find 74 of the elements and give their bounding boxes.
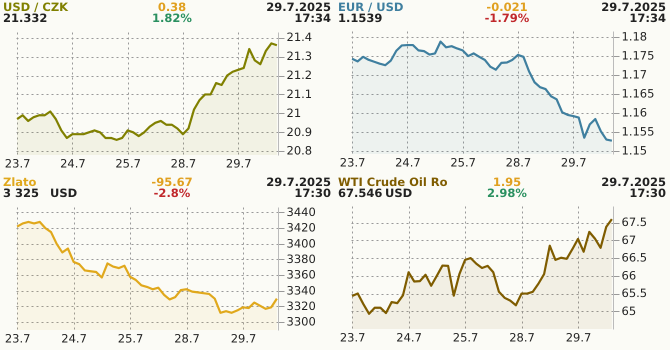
y-tick-label: 66.5 bbox=[622, 250, 648, 265]
text: 17:30 bbox=[629, 186, 666, 200]
x-tick-label: 28.7 bbox=[506, 156, 532, 170]
x-tick-label: 29.7 bbox=[566, 330, 592, 344]
text: -1.79% bbox=[484, 11, 530, 25]
text: USD bbox=[50, 186, 78, 200]
x-tick-label: 23.7 bbox=[4, 156, 30, 170]
x-tick-label: 28.7 bbox=[170, 156, 196, 170]
y-tick-label: 3440 bbox=[286, 204, 316, 219]
x-tick-label: 24.7 bbox=[396, 330, 422, 344]
y-tick-label: 3400 bbox=[286, 236, 316, 250]
text: 1.95 bbox=[492, 175, 522, 189]
chart-title: WTI Crude Oil Ro bbox=[338, 175, 448, 189]
x-tick-label: 29.7 bbox=[230, 332, 256, 346]
chart-title: Zlato bbox=[3, 175, 36, 189]
y-tick-label: 65 bbox=[622, 304, 636, 318]
text: 21.332 bbox=[3, 11, 48, 25]
y-tick-label: 1.155 bbox=[622, 124, 654, 138]
text: 29.7.2025 bbox=[601, 0, 666, 14]
x-tick-label: 25.7 bbox=[115, 156, 141, 170]
x-tick-label: 24.7 bbox=[60, 156, 86, 170]
text: 17:30 bbox=[294, 186, 331, 200]
y-tick-label: 3340 bbox=[286, 283, 316, 298]
text: 29.7.2025 bbox=[601, 175, 666, 189]
y-tick-label: 67 bbox=[622, 232, 636, 247]
y-tick-label: 66 bbox=[622, 268, 636, 282]
y-tick-label: 1.18 bbox=[622, 30, 648, 44]
y-tick-label: 3300 bbox=[286, 314, 316, 329]
y-tick-label: 67.5 bbox=[622, 215, 648, 230]
text: 0.38 bbox=[158, 0, 186, 14]
y-tick-label: 3360 bbox=[286, 268, 316, 282]
text: 3 325 bbox=[3, 186, 40, 200]
y-tick-label: 3320 bbox=[286, 298, 316, 313]
chart-title: USD / CZK bbox=[3, 0, 68, 14]
x-tick-label: 24.7 bbox=[61, 332, 87, 346]
y-tick-label: 3420 bbox=[286, 220, 316, 235]
y-tick-label: 21 bbox=[286, 106, 302, 120]
x-tick-label: 29.7 bbox=[226, 156, 252, 170]
x-tick-label: 28.7 bbox=[174, 332, 200, 346]
y-tick-label: 3380 bbox=[286, 252, 316, 266]
x-tick-label: 23.7 bbox=[340, 330, 366, 344]
text: 29.7.2025 bbox=[266, 175, 331, 189]
text: 17:34 bbox=[294, 11, 331, 25]
y-tick-label: 21.3 bbox=[286, 49, 312, 64]
text: -0.021 bbox=[486, 0, 528, 14]
y-tick-label: 21.1 bbox=[286, 86, 312, 101]
text: 67.546 bbox=[338, 186, 382, 200]
text: 1.82% bbox=[152, 11, 192, 25]
x-tick-label: 24.7 bbox=[395, 156, 421, 170]
x-tick-label: 28.7 bbox=[509, 330, 535, 344]
x-tick-label: 29.7 bbox=[560, 156, 587, 170]
text: 29.7.2025 bbox=[266, 0, 331, 14]
y-tick-label: 21.4 bbox=[286, 30, 312, 44]
y-tick-label: 1.175 bbox=[622, 48, 654, 63]
text: -95.67 bbox=[151, 175, 193, 189]
text: 17:34 bbox=[629, 11, 666, 25]
text: USD bbox=[385, 186, 412, 200]
x-tick-label: 25.7 bbox=[452, 330, 478, 344]
y-tick-label: 1.17 bbox=[622, 68, 648, 82]
text: 2.98% bbox=[487, 186, 527, 200]
y-tick-label: 20.8 bbox=[286, 144, 312, 158]
y-tick-label: 1.16 bbox=[622, 106, 648, 120]
text: -2.8% bbox=[154, 186, 190, 200]
y-tick-label: 20.9 bbox=[286, 124, 312, 139]
x-tick-label: 23.7 bbox=[4, 332, 30, 346]
y-tick-label: 21.2 bbox=[286, 68, 312, 82]
x-tick-label: 23.7 bbox=[340, 156, 366, 170]
chart-title: EUR / USD bbox=[338, 0, 404, 14]
x-tick-label: 25.7 bbox=[118, 332, 144, 346]
text: 1.1539 bbox=[338, 11, 382, 25]
y-tick-label: 1.15 bbox=[622, 143, 648, 158]
x-tick-label: 25.7 bbox=[450, 156, 476, 170]
y-tick-label: 1.165 bbox=[622, 86, 654, 101]
y-tick-label: 65.5 bbox=[622, 286, 648, 300]
